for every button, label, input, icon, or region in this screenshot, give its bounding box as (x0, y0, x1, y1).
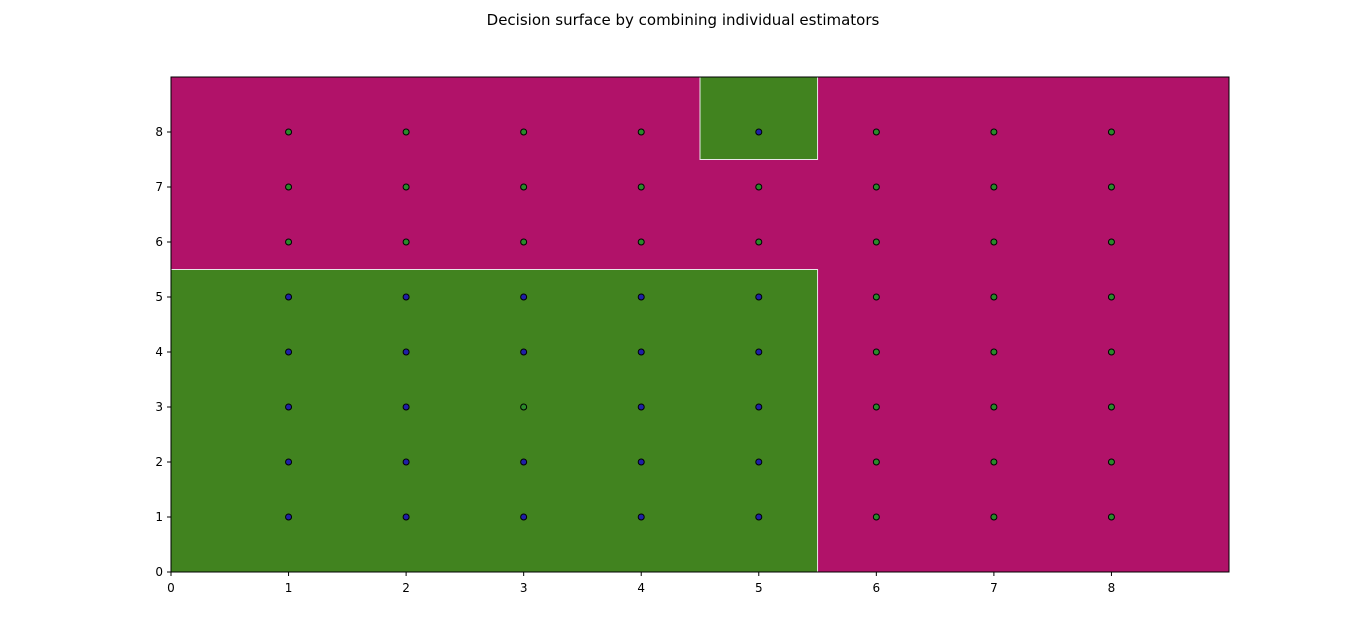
data-point (402, 403, 410, 411)
data-point (872, 238, 880, 246)
data-point (402, 293, 410, 301)
y-tick-label: 4 (155, 345, 163, 359)
data-point (990, 458, 998, 466)
data-point (285, 238, 293, 246)
data-point (872, 348, 880, 356)
data-point (1107, 348, 1115, 356)
data-point (990, 238, 998, 246)
data-point (755, 458, 763, 466)
data-point (1107, 403, 1115, 411)
data-point (637, 513, 645, 521)
x-tick-label: 4 (637, 581, 645, 595)
data-point (637, 238, 645, 246)
y-tick-label: 8 (155, 125, 163, 139)
data-point (285, 348, 293, 356)
data-point (285, 293, 293, 301)
data-point (872, 458, 880, 466)
data-point (872, 128, 880, 136)
data-point (402, 513, 410, 521)
data-point (755, 513, 763, 521)
data-point (402, 183, 410, 191)
data-point (520, 458, 528, 466)
x-axis: 0 1 2 3 4 5 6 7 8 (167, 572, 1115, 595)
y-tick-label: 2 (155, 455, 163, 469)
x-tick-label: 1 (285, 581, 293, 595)
data-point (520, 403, 528, 411)
chart-title: Decision surface by combining individual… (487, 11, 880, 29)
y-tick-label: 0 (155, 565, 163, 579)
data-point (285, 128, 293, 136)
data-point (990, 183, 998, 191)
data-point (755, 128, 763, 136)
x-tick-label: 7 (990, 581, 998, 595)
data-point (402, 458, 410, 466)
data-point (872, 183, 880, 191)
y-tick-label: 7 (155, 180, 163, 194)
y-tick-label: 1 (155, 510, 163, 524)
data-point (872, 513, 880, 521)
data-point (520, 183, 528, 191)
data-point (520, 293, 528, 301)
data-point (990, 293, 998, 301)
data-point (637, 458, 645, 466)
y-axis: 0 1 2 3 4 5 6 7 8 (155, 125, 171, 579)
data-point (520, 238, 528, 246)
data-point (990, 513, 998, 521)
decision-region-class_1 (699, 76, 819, 160)
decision-region-class_1 (170, 269, 819, 573)
data-point (755, 183, 763, 191)
data-point (1107, 183, 1115, 191)
data-point (637, 128, 645, 136)
data-point (402, 348, 410, 356)
scatter-points (285, 128, 1115, 521)
plot-frame (170, 76, 1230, 573)
data-point (1107, 458, 1115, 466)
x-tick-label: 2 (402, 581, 410, 595)
y-tick-label: 6 (155, 235, 163, 249)
x-tick-label: 0 (167, 581, 175, 595)
data-point (1107, 513, 1115, 521)
data-point (755, 293, 763, 301)
x-tick-label: 8 (1108, 581, 1116, 595)
data-point (990, 348, 998, 356)
data-point (637, 403, 645, 411)
data-point (285, 458, 293, 466)
data-point (755, 403, 763, 411)
x-tick-label: 3 (520, 581, 528, 595)
data-point (520, 348, 528, 356)
data-point (402, 238, 410, 246)
data-point (520, 128, 528, 136)
y-tick-label: 5 (155, 290, 163, 304)
data-point (990, 403, 998, 411)
data-point (755, 348, 763, 356)
data-point (520, 513, 528, 521)
data-point (637, 293, 645, 301)
data-point (755, 238, 763, 246)
decision-regions (170, 76, 1229, 573)
data-point (872, 293, 880, 301)
data-point (1107, 238, 1115, 246)
data-point (990, 128, 998, 136)
data-point (637, 183, 645, 191)
data-point (402, 128, 410, 136)
x-tick-label: 6 (873, 581, 881, 595)
y-tick-label: 3 (155, 400, 163, 414)
x-tick-label: 5 (755, 581, 763, 595)
data-point (1107, 128, 1115, 136)
data-point (285, 513, 293, 521)
data-point (872, 403, 880, 411)
data-point (285, 183, 293, 191)
data-point (1107, 293, 1115, 301)
data-point (637, 348, 645, 356)
data-point (285, 403, 293, 411)
